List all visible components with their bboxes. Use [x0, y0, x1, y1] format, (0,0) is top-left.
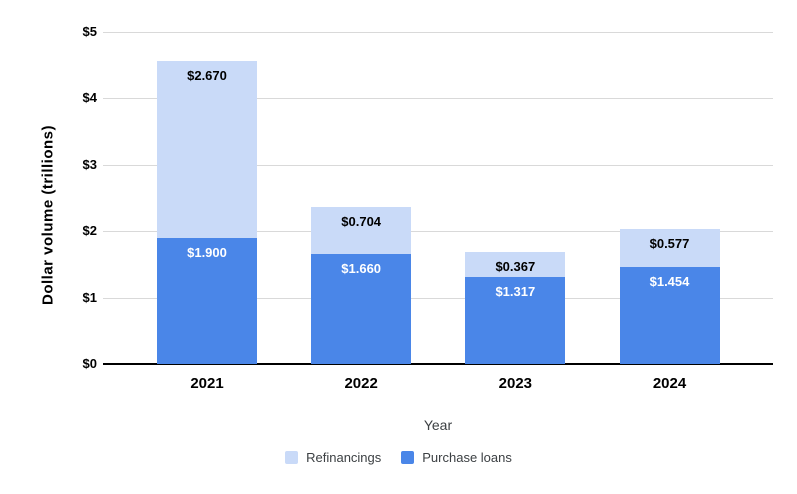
gridline-$5	[103, 32, 773, 33]
y-tick-label-$3: $3	[82, 156, 97, 172]
legend: Refinancings Purchase loans	[0, 450, 797, 465]
x-tick-label-2021: 2021	[190, 375, 224, 392]
bar-value-label: $0.577	[649, 236, 690, 252]
y-tick-label-$2: $2	[82, 223, 97, 239]
bar-value-label: $0.367	[495, 259, 536, 275]
legend-item-purchase-loans: Purchase loans	[401, 450, 512, 465]
purchase-loans-swatch-icon	[401, 451, 415, 464]
bar-segment-purchase-loans-2022: $1.660	[311, 253, 412, 364]
bar-segment-purchase-loans-2024: $1.454	[619, 267, 720, 364]
x-tick-label-2023: 2023	[498, 375, 533, 392]
x-axis-title: Year	[423, 417, 453, 433]
legend-label-refinancings: Refinancings	[306, 450, 382, 465]
bar-value-label: $1.900	[187, 244, 227, 260]
y-tick-label-$5: $5	[82, 24, 97, 39]
bar-segment-purchase-loans-2023: $1.317	[465, 276, 566, 364]
refinancings-swatch-icon	[285, 451, 299, 464]
gridline-$4	[103, 98, 773, 100]
plot-area: $1.900 $2.670 2021 $1.660 $0.704 2022 $1.317 $0…	[103, 32, 773, 392]
y-axis-tick-labels: $0 $1 $2 $3 $4 $5	[0, 24, 97, 371]
y-tick-label-$4: $4	[82, 90, 97, 106]
gridline-$1	[103, 297, 773, 299]
bar-segment-refinancings-2021: $2.670	[157, 60, 257, 238]
bar-value-label: $1.454	[649, 274, 690, 290]
gridline-$2	[103, 231, 773, 233]
legend-label-purchase-loans: Purchase loans	[422, 450, 512, 465]
x-tick-label-2024: 2024	[652, 375, 687, 392]
bar-value-label: $1.660	[341, 260, 382, 276]
x-axis-baseline	[103, 363, 773, 365]
bar-value-label: $2.670	[187, 67, 227, 83]
bar-2023: $1.317 $0.367	[465, 32, 566, 364]
bar-segment-refinancings-2023: $0.367	[465, 252, 566, 277]
bar-value-label: $0.704	[341, 214, 382, 230]
bar-segment-refinancings-2022: $0.704	[311, 207, 412, 254]
bar-2022: $1.660 $0.704	[311, 32, 412, 364]
bar-segment-refinancings-2024: $0.577	[619, 229, 720, 268]
bar-value-label: $1.317	[495, 283, 536, 299]
bar-2021: $1.900 $2.670	[157, 32, 257, 364]
y-tick-label-$0: $0	[82, 356, 97, 371]
bar-segment-purchase-loans-2021: $1.900	[157, 237, 257, 364]
bar-2024: $1.454 $0.577	[619, 32, 720, 364]
gridline-$3	[103, 164, 773, 166]
y-tick-label-$1: $1	[82, 289, 97, 305]
legend-item-refinancings: Refinancings	[285, 450, 381, 465]
x-tick-label-2022: 2022	[344, 375, 378, 392]
